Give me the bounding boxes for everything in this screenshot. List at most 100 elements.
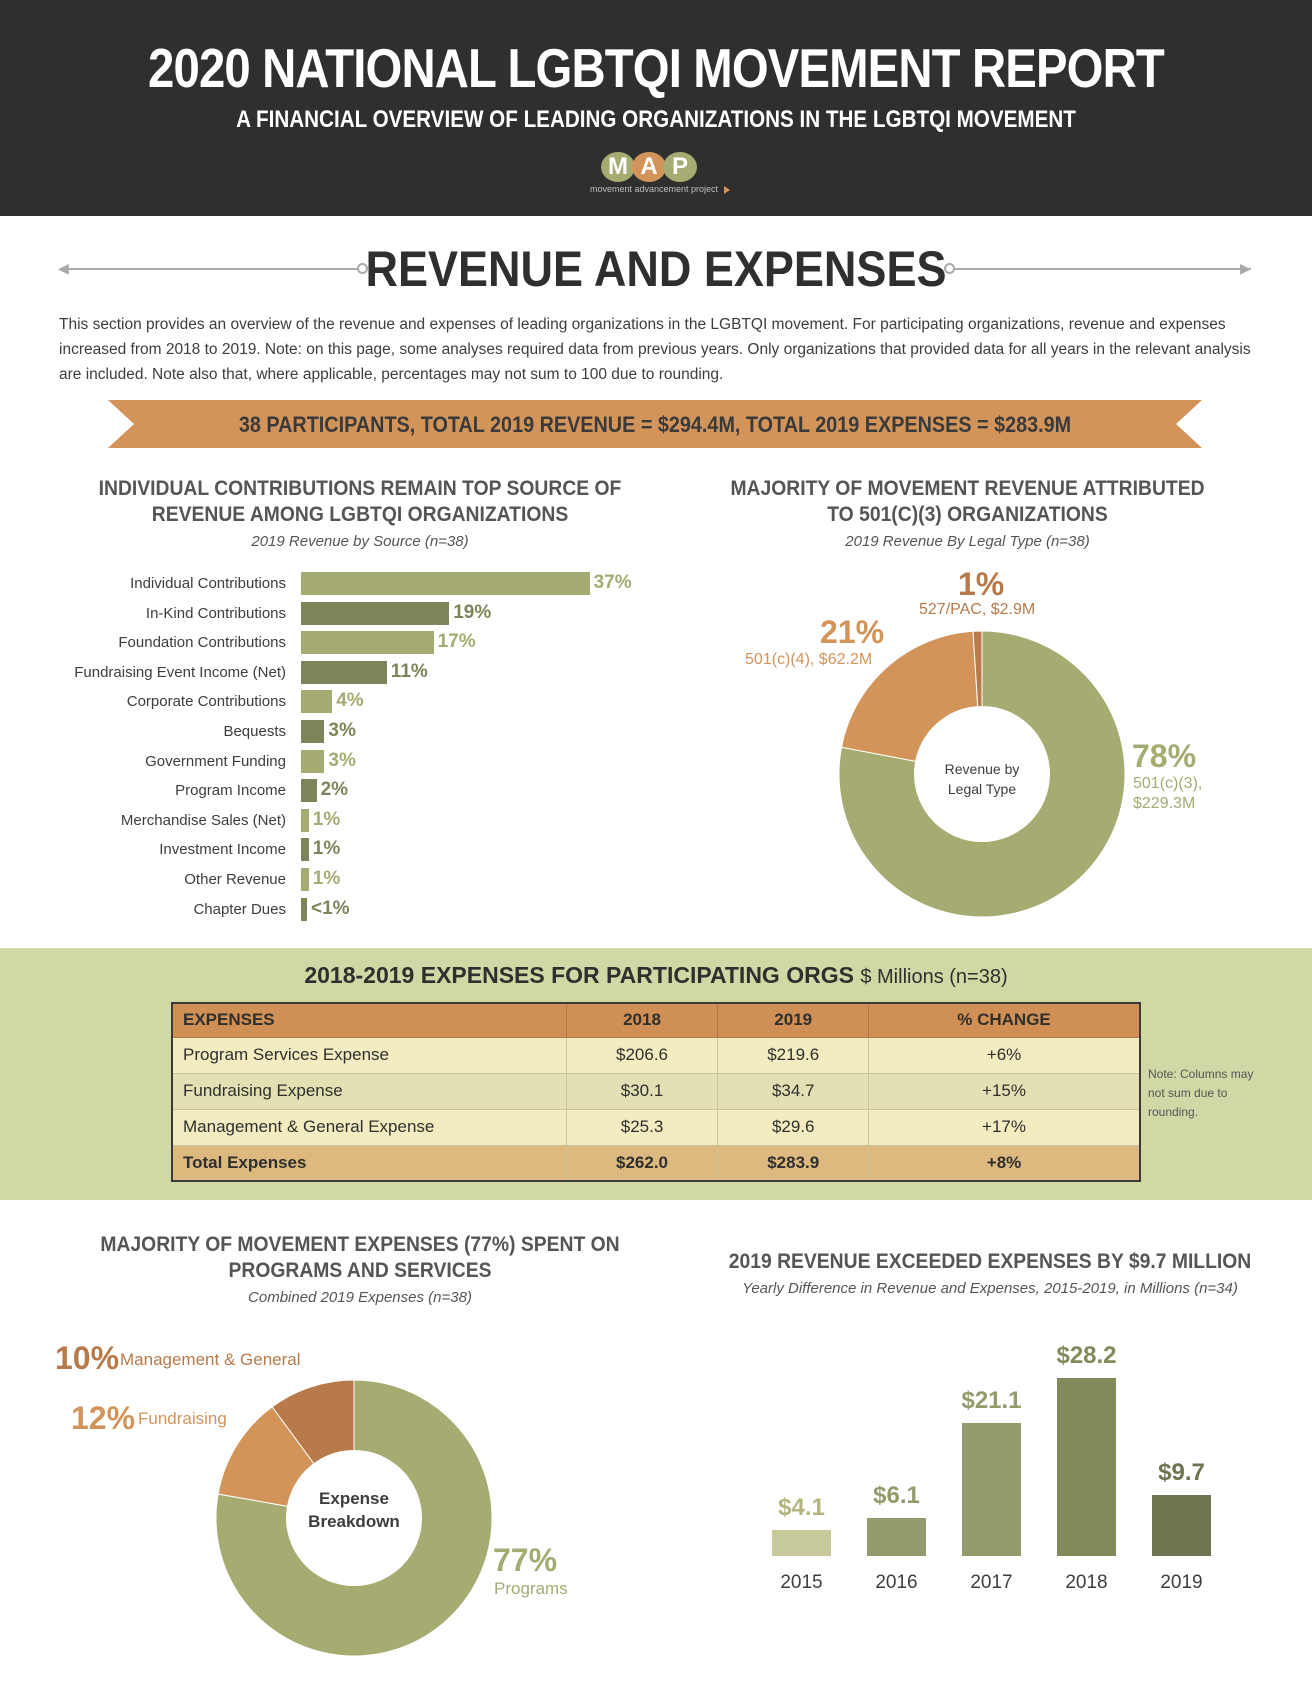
center-line-2: Breakdown — [308, 1512, 400, 1531]
x-tick-label: 2016 — [875, 1572, 918, 1593]
bar-row: Merchandise Sales (Net) 1% — [60, 808, 680, 833]
bar-value-label: 1% — [312, 868, 341, 889]
bar — [301, 601, 450, 625]
table-row: Program Services Expense $206.6 $219.6 +… — [171, 1036, 1141, 1074]
bar-value-label: $9.7 — [1158, 1458, 1205, 1486]
cell-total-name: Total Expenses — [171, 1144, 567, 1182]
bar-value-label: 2% — [320, 779, 349, 801]
bar — [1057, 1378, 1116, 1556]
legal-type-subtitle: 2019 Revenue By Legal Type (n=38) — [845, 533, 1090, 550]
bar-label: Program Income — [175, 782, 286, 800]
cell-change: +17% — [868, 1108, 1141, 1146]
section-intro: This section provides an overview of the… — [59, 316, 1251, 383]
bar — [1152, 1494, 1211, 1556]
bar-value-label: $21.1 — [961, 1387, 1022, 1415]
label-501c4: 501(c)(4), $62.2M — [745, 651, 873, 668]
col-header-expenses: EXPENSES — [171, 1002, 567, 1038]
center-line-1: Expense — [319, 1489, 389, 1508]
bar-label: Chapter Dues — [193, 900, 286, 918]
label-501c3: 501(c)(3), $229.3M — [1133, 774, 1202, 814]
bar — [301, 690, 333, 714]
col-header-2019: 2019 — [717, 1002, 870, 1038]
bar-row: Fundraising Event Income (Net) 11% — [60, 660, 680, 685]
bar-label: Other Revenue — [184, 871, 286, 888]
bar-label: Corporate Contributions — [126, 693, 286, 711]
bar-value-label: 19% — [453, 601, 492, 623]
label-527pac: 527/PAC, $2.9M — [919, 601, 1036, 618]
bar — [301, 779, 317, 803]
revenue-source-subtitle: 2019 Revenue by Source (n=38) — [251, 533, 469, 550]
bar-value-label: $6.1 — [873, 1481, 920, 1509]
summary-banner: 38 PARTICIPANTS, TOTAL 2019 REVENUE = $2… — [108, 400, 1202, 448]
bar-row: Corporate Contributions 4% — [60, 690, 680, 714]
cell-2018: $206.6 — [565, 1036, 719, 1074]
expense-center-label: Expense Breakdown — [294, 1487, 414, 1533]
bar-row: Bequests 3% — [60, 720, 680, 744]
banner-ribbon-shape — [108, 400, 1202, 448]
bar — [301, 572, 590, 595]
expense-breakdown-subtitle: Combined 2019 Expenses (n=38) — [248, 1289, 472, 1306]
yearly-diff-subtitle: Yearly Difference in Revenue and Expense… — [742, 1280, 1238, 1297]
x-tick-label: 2018 — [1065, 1572, 1108, 1593]
bar-label: In-Kind Contributions — [145, 604, 286, 622]
bar — [301, 897, 307, 921]
legal-type-donut — [838, 630, 1126, 918]
label-501c3-line-2: $229.3M — [1133, 795, 1196, 812]
bar-label: Fundraising Event Income (Net) — [74, 663, 286, 681]
expenses-table-title: 2018-2019 EXPENSES FOR PARTICIPATING ORG… — [0, 962, 1312, 989]
legal-type-center-label: Revenue by Legal Type — [922, 759, 1042, 799]
bar — [301, 808, 309, 832]
report-title: 2020 NATIONAL LGBTQI MOVEMENT REPORT — [148, 37, 1165, 99]
table-row: Fundraising Expense $30.1 $34.7 +15% — [171, 1072, 1141, 1110]
bar-label: Government Funding — [145, 752, 286, 770]
bar — [301, 838, 309, 862]
table-row: Management & General Expense $25.3 $29.6… — [171, 1108, 1141, 1146]
pct-fundraising: 12% — [71, 1400, 136, 1436]
revenue-source-title: INDIVIDUAL CONTRIBUTIONS REMAIN TOP SOUR… — [98, 477, 622, 526]
left-divider — [62, 268, 357, 270]
expense-breakdown-title: MAJORITY OF MOVEMENT EXPENSES (77%) SPEN… — [100, 1233, 620, 1282]
x-tick-label: 2015 — [780, 1572, 823, 1593]
label-fundraising: Fundraising — [138, 1409, 227, 1428]
logo-tagline: movement advancement project — [589, 184, 719, 194]
pct-527pac: 1% — [958, 566, 1005, 602]
bar-label: Merchandise Sales (Net) — [120, 811, 286, 829]
bar-value-label: 17% — [437, 631, 476, 653]
cell-expense-name: Fundraising Expense — [171, 1072, 567, 1110]
bar-value-label: 3% — [328, 749, 356, 771]
label-programs: Programs — [494, 1579, 568, 1598]
bar-value-label: 1% — [312, 838, 341, 860]
bar-value-label: 37% — [593, 572, 632, 593]
left-divider-dot — [357, 263, 368, 274]
label-management: Management & General — [120, 1350, 301, 1369]
right-divider-dot — [944, 263, 955, 274]
bar-label: Individual Contributions — [130, 575, 286, 592]
bar — [301, 868, 309, 891]
bar-row: Program Income 2% — [60, 779, 680, 803]
donut-hole — [914, 706, 1050, 842]
cell-2019: $29.6 — [717, 1108, 870, 1146]
cell-total-change: +8% — [868, 1144, 1141, 1182]
cell-expense-name: Management & General Expense — [171, 1108, 567, 1146]
report-subtitle: A FINANCIAL OVERVIEW OF LEADING ORGANIZA… — [236, 106, 1076, 133]
bar — [867, 1517, 926, 1556]
expense-breakdown-donut — [215, 1379, 493, 1657]
cell-change: +15% — [868, 1072, 1141, 1110]
cell-2019: $34.7 — [717, 1072, 870, 1110]
cell-total-2019: $283.9 — [717, 1144, 870, 1182]
bar — [301, 749, 325, 773]
logo-letter-a: A — [632, 152, 666, 182]
pct-management: 10% — [55, 1340, 120, 1376]
bar — [772, 1530, 831, 1556]
legal-type-title: MAJORITY OF MOVEMENT REVENUE ATTRIBUTED … — [730, 477, 1205, 526]
section-title: REVENUE AND EXPENSES — [365, 241, 947, 297]
bar-row: Investment Income 1% — [60, 838, 680, 862]
cell-2019: $219.6 — [717, 1036, 870, 1074]
expenses-table: EXPENSES 2018 2019 % CHANGE Program Serv… — [171, 1002, 1141, 1182]
bar-value-label: 1% — [312, 808, 341, 830]
cell-total-2018: $262.0 — [565, 1144, 719, 1182]
cell-2018: $30.1 — [565, 1072, 719, 1110]
report-header: 2020 NATIONAL LGBTQI MOVEMENT REPORT A F… — [0, 0, 1312, 216]
logo-letter-m: M — [601, 152, 635, 182]
logo-letter-p: P — [663, 152, 697, 182]
